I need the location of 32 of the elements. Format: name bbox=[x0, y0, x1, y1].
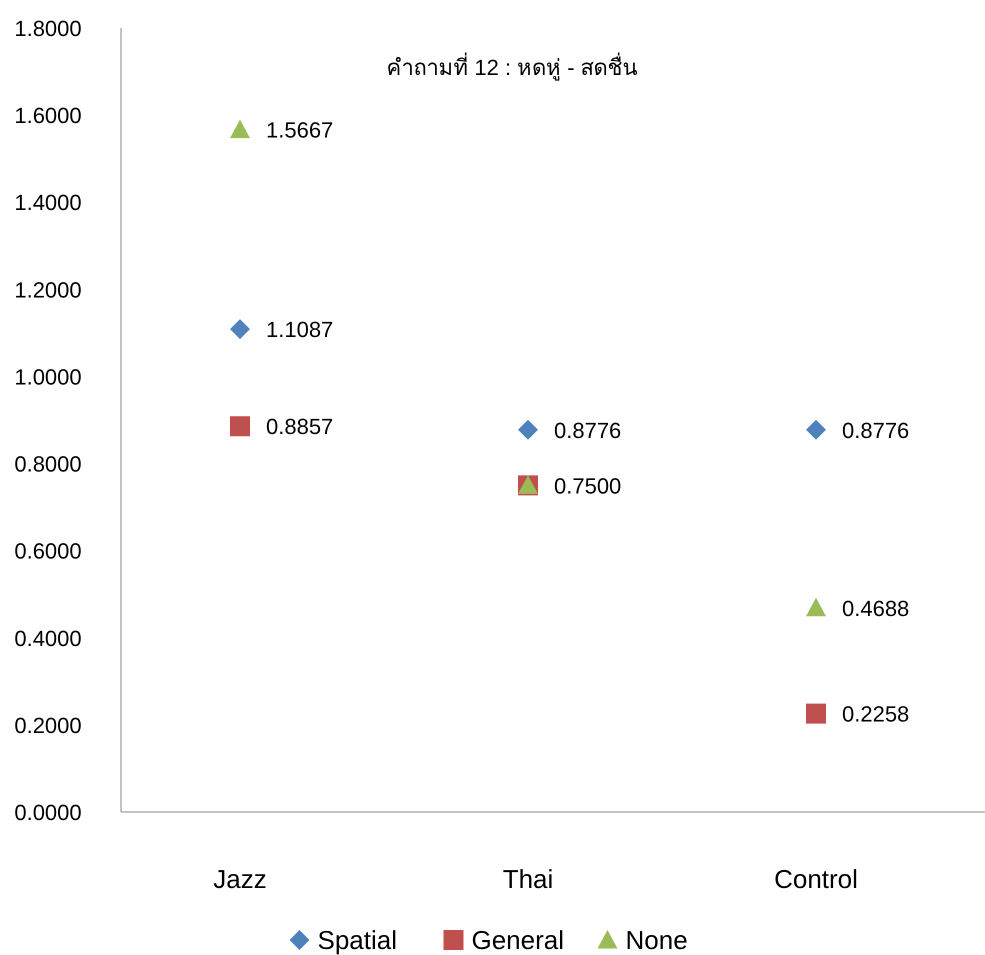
x-tick-label: Thai bbox=[502, 864, 554, 894]
y-tick-label: 1.0000 bbox=[14, 364, 82, 390]
legend-label: Spatial bbox=[318, 925, 397, 955]
point bbox=[230, 319, 250, 340]
y-tick-label: 0.2000 bbox=[14, 712, 82, 738]
x-tick-label: Control bbox=[774, 864, 858, 894]
point bbox=[230, 416, 250, 436]
y-tick-label: 1.2000 bbox=[14, 277, 82, 302]
point bbox=[806, 420, 826, 440]
y-tick-label: 0.0000 bbox=[14, 800, 82, 825]
data-label: 1.5667 bbox=[266, 118, 334, 143]
point bbox=[518, 420, 538, 440]
y-tick-label: 0.6000 bbox=[14, 538, 82, 564]
legend-label: General bbox=[472, 925, 564, 955]
y-tick-label: 1.4000 bbox=[14, 190, 82, 216]
x-tick-label: Jazz bbox=[213, 864, 267, 894]
text: คำถามที่ 12 : หดหู่ - สดชื่น bbox=[386, 52, 638, 81]
data-label: 0.7500 bbox=[554, 473, 622, 498]
data-label: 0.4688 bbox=[842, 596, 910, 621]
data-label: 0.8776 bbox=[554, 418, 622, 443]
data-label: 0.8857 bbox=[266, 414, 334, 440]
y-tick-label: 0.8000 bbox=[14, 452, 82, 477]
y-tick-label: 1.8000 bbox=[14, 16, 82, 41]
data-label: 0.8776 bbox=[842, 418, 910, 443]
point bbox=[806, 598, 826, 616]
legend-label: None bbox=[626, 925, 688, 955]
y-tick-label: 1.6000 bbox=[14, 103, 82, 128]
point bbox=[230, 120, 250, 138]
data-label: 0.2258 bbox=[842, 702, 910, 727]
y-tick-label: 0.4000 bbox=[14, 626, 82, 651]
data-label: 1.1087 bbox=[266, 317, 334, 342]
point bbox=[806, 704, 826, 724]
